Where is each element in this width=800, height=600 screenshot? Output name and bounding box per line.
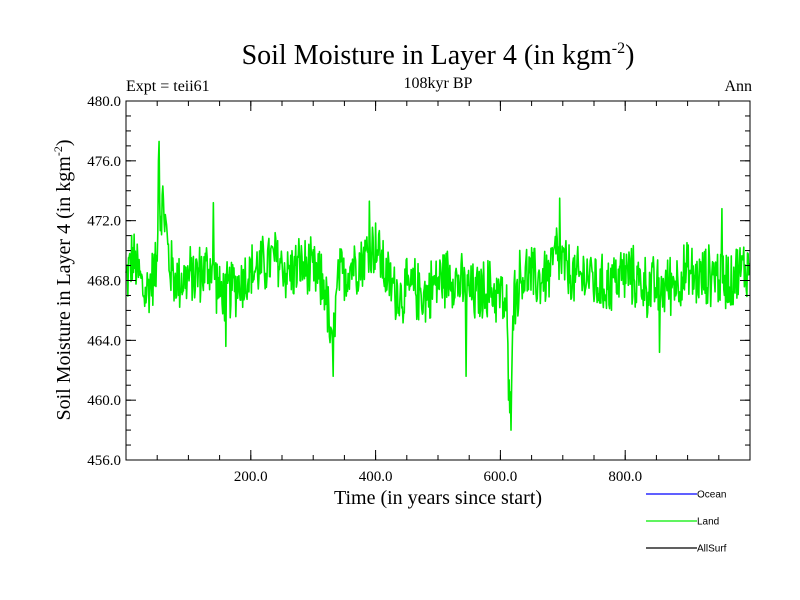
chart-title-superscript: -2 bbox=[612, 40, 625, 57]
y-tick-label: 464.0 bbox=[87, 333, 121, 349]
plot-area: 456.0 460.0 464.0 468.0 472.0 476.0 480.0 200.0… bbox=[87, 94, 751, 485]
x-tick-label: 800.0 bbox=[608, 469, 642, 485]
x-axis-label: Time (in years since start) bbox=[334, 487, 542, 509]
experiment-label: Expt = teii61 bbox=[126, 78, 210, 95]
chart-title-close: ) bbox=[625, 40, 634, 71]
y-tick-label: 480.0 bbox=[87, 94, 121, 110]
x-tick-label: 600.0 bbox=[484, 469, 518, 485]
series-line-land bbox=[125, 140, 751, 431]
y-tick-label: 476.0 bbox=[87, 154, 121, 170]
y-axis-label-superscript: -2 bbox=[51, 146, 65, 156]
legend-label-land: Land bbox=[697, 517, 719, 528]
chart-title-text: Soil Moisture in Layer 4 (in kgm bbox=[242, 40, 612, 71]
legend-label-ocean: Ocean bbox=[697, 490, 726, 501]
chart-title: Soil Moisture in Layer 4 (in kgm-2) bbox=[242, 40, 635, 71]
chart-subtitle: 108kyr BP bbox=[404, 75, 473, 92]
y-tick-label: 460.0 bbox=[87, 393, 121, 409]
y-tick-label: 472.0 bbox=[87, 214, 121, 230]
x-tick-label: 400.0 bbox=[359, 469, 393, 485]
y-axis-label: Soil Moisture in Layer 4 (in kgm-2) bbox=[51, 139, 75, 420]
legend: Ocean Land AllSurf bbox=[646, 490, 727, 555]
x-tick-label: 200.0 bbox=[234, 469, 268, 485]
y-tick-label: 468.0 bbox=[87, 274, 121, 290]
y-axis-label-close: ) bbox=[53, 139, 75, 146]
legend-label-allsurf: AllSurf bbox=[697, 544, 727, 555]
y-axis-label-text: Soil Moisture in Layer 4 (in kgm bbox=[53, 156, 75, 421]
season-label: Ann bbox=[724, 78, 752, 95]
y-tick-label: 456.0 bbox=[87, 453, 121, 469]
